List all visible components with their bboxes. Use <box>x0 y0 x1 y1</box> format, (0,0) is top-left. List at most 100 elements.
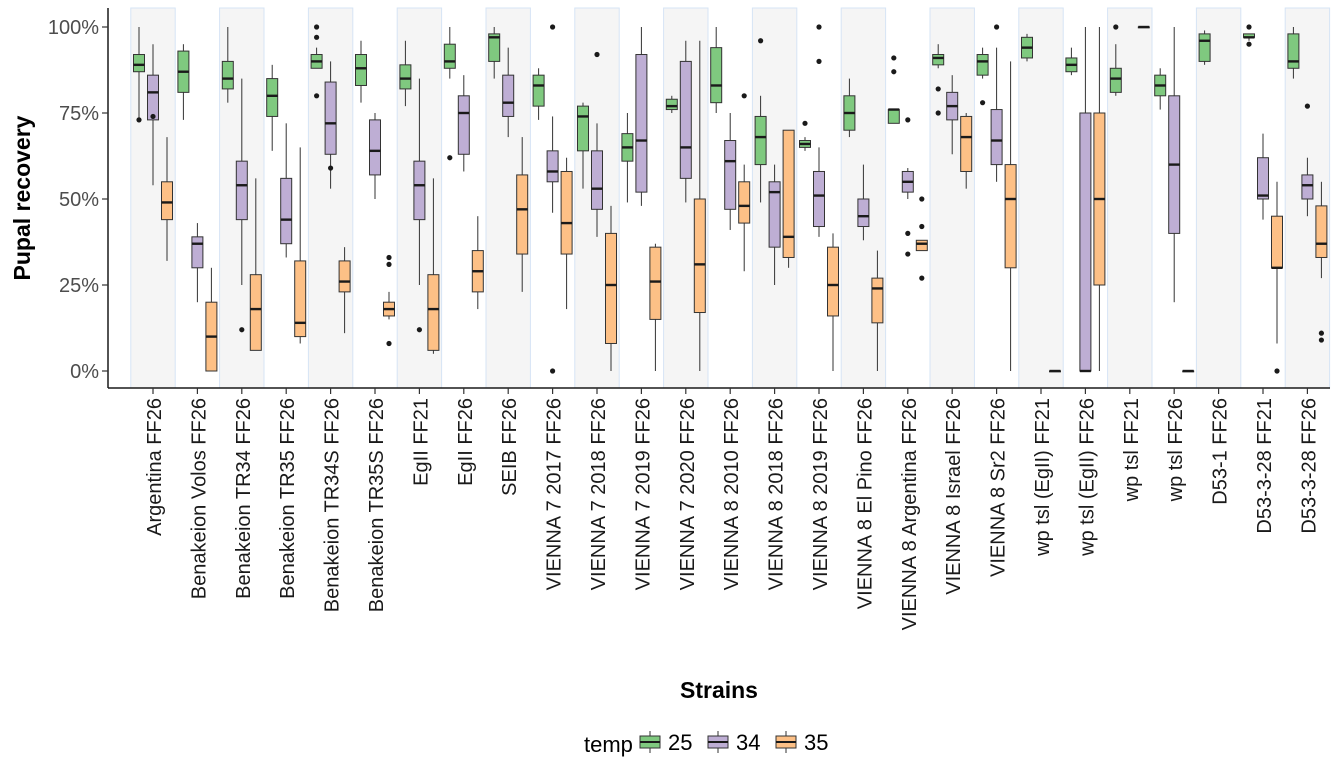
box-25 <box>1287 27 1300 79</box>
legend-title: temp <box>584 732 633 757</box>
box-body <box>338 260 351 293</box>
box-35 <box>338 247 351 334</box>
x-tick-label: EgII FF21 <box>410 398 432 486</box>
box-35 <box>1004 61 1017 371</box>
box-body <box>516 174 529 255</box>
box-body <box>369 119 381 176</box>
outlier-point <box>386 261 392 267</box>
box-34 <box>724 113 737 230</box>
y-tick-label: 75% <box>59 103 99 125</box>
box-25 <box>1109 24 1122 96</box>
x-tick-label: EgII FF26 <box>455 398 477 486</box>
box-body <box>782 129 795 258</box>
box-body <box>754 115 767 166</box>
box-35 <box>1182 369 1195 373</box>
x-tick-label: Benakeion TR34S FF26 <box>322 398 344 612</box>
x-tick-label: Benakeion TR35 FF26 <box>277 398 299 599</box>
box-body <box>280 177 293 245</box>
box-35 <box>605 205 617 371</box>
box-34 <box>280 123 293 258</box>
box-25 <box>488 27 501 79</box>
box-body <box>324 81 337 155</box>
category-stripe <box>1018 7 1064 389</box>
box-body <box>635 54 648 193</box>
box-body <box>887 109 900 124</box>
box-35 <box>205 267 218 372</box>
outlier-point <box>1304 103 1310 109</box>
box-25 <box>887 55 900 124</box>
box-body <box>679 60 692 179</box>
box-body <box>768 181 781 248</box>
box-35 <box>383 254 395 347</box>
box-25 <box>1243 24 1255 47</box>
y-axis-title: Pupal recovery <box>9 115 35 280</box>
outlier-point <box>550 24 556 30</box>
outlier-point <box>891 55 897 61</box>
x-tick-label: VIENNA 8 Argentina FF26 <box>899 398 921 630</box>
box-body <box>577 105 589 152</box>
x-tick-label: Benakeion TR34 FF26 <box>233 398 255 599</box>
box-body <box>147 74 159 121</box>
box-25 <box>355 40 367 103</box>
y-tick-label: 25% <box>59 275 99 297</box>
box-34 <box>768 164 781 285</box>
box-35 <box>560 157 573 310</box>
box-body <box>915 239 928 252</box>
box-body <box>591 150 603 210</box>
outlier-point <box>239 327 245 333</box>
box-34 <box>1079 27 1092 373</box>
x-tick-label: VIENNA 8 2018 FF26 <box>766 398 788 590</box>
box-body <box>960 115 973 172</box>
box-25 <box>710 27 723 113</box>
x-tick-label: VIENNA 7 2019 FF26 <box>632 398 654 590</box>
box-35 <box>1049 369 1061 373</box>
box-34 <box>591 51 603 237</box>
x-tick-label: D53-3-28 FF21 <box>1254 398 1276 534</box>
box-25 <box>443 27 456 161</box>
box-35 <box>871 250 884 371</box>
box-25 <box>621 113 634 203</box>
box-body <box>413 160 426 221</box>
box-25 <box>577 102 589 189</box>
outlier-point <box>816 24 822 30</box>
outlier-point <box>314 93 320 99</box>
outlier-point <box>416 327 422 333</box>
box-35 <box>249 178 262 351</box>
box-body <box>724 140 737 210</box>
box-layer <box>133 24 1328 374</box>
outlier-point <box>935 86 941 92</box>
box-34 <box>1257 133 1269 220</box>
legend-item-35: 35 <box>775 730 828 755</box>
box-body <box>1315 205 1328 258</box>
box-body <box>249 274 262 351</box>
box-35 <box>294 147 307 344</box>
box-body <box>191 236 204 269</box>
box-body <box>488 33 501 62</box>
axes <box>107 8 1330 389</box>
outlier-point <box>919 196 925 202</box>
box-body <box>161 181 173 221</box>
outlier-point <box>919 275 925 281</box>
box-34 <box>369 113 381 199</box>
box-body <box>710 47 723 104</box>
outlier-point <box>550 368 556 374</box>
box-34 <box>635 27 648 206</box>
box-body <box>502 74 515 117</box>
box-body <box>990 109 1003 166</box>
box-25 <box>532 68 545 120</box>
box-25 <box>1154 68 1167 110</box>
category-stripe <box>1284 7 1331 389</box>
legend-item-25: 25 <box>639 730 692 755</box>
box-34 <box>413 78 426 333</box>
box-35 <box>471 216 484 310</box>
box-34 <box>324 61 337 189</box>
box-34 <box>990 24 1003 182</box>
x-tick-label: VIENNA 7 2020 FF26 <box>677 398 699 590</box>
legend-label: 25 <box>668 730 692 755</box>
box-body <box>665 98 678 111</box>
box-body <box>649 246 662 320</box>
box-34 <box>901 117 914 257</box>
box-body <box>1109 67 1122 93</box>
outlier-point <box>1113 24 1119 30</box>
outlier-point <box>447 155 453 161</box>
